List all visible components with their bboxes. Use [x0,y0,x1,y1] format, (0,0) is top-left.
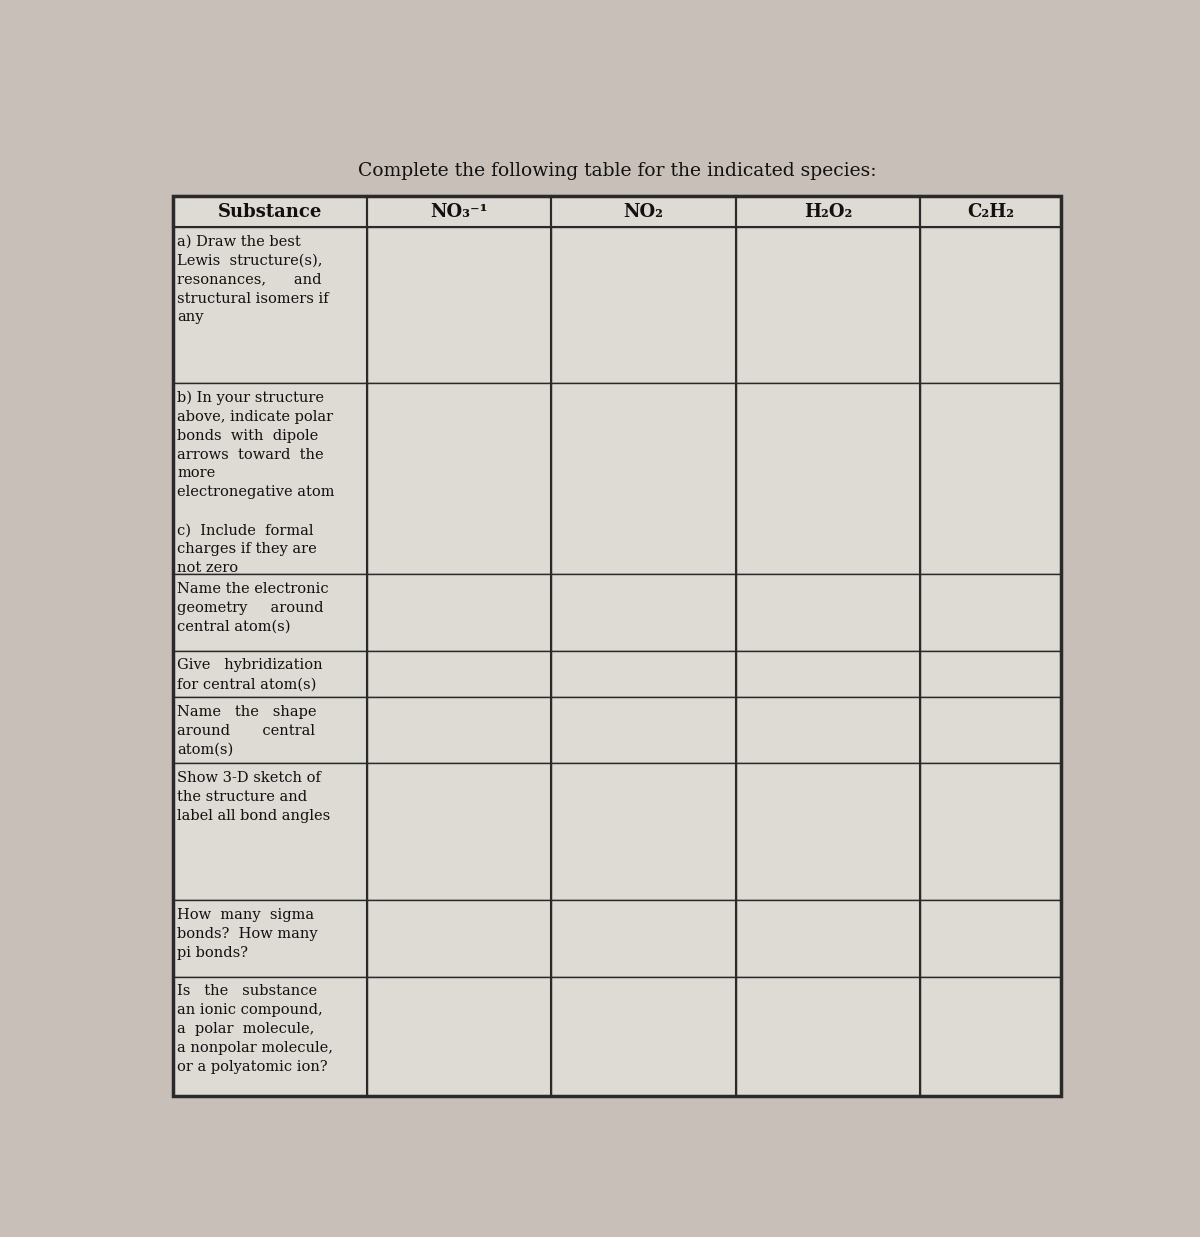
Bar [736,651,920,696]
Bar [367,574,551,651]
Bar [920,901,1061,977]
Bar [920,696,1061,763]
Bar [173,197,1061,226]
Text: Show 3-D sketch of
the structure and
label all bond angles: Show 3-D sketch of the structure and lab… [178,771,330,823]
Bar [736,696,920,763]
Bar [173,696,367,763]
Bar [551,696,736,763]
Bar [920,226,1061,382]
Bar [551,574,736,651]
Text: C₂H₂: C₂H₂ [967,203,1014,220]
Bar [551,901,736,977]
Bar [367,651,551,696]
Bar [367,382,551,574]
Bar [551,977,736,1096]
Bar [173,382,367,574]
Text: Name   the   shape
around       central
atom(s): Name the shape around central atom(s) [178,705,317,757]
Bar [551,382,736,574]
Bar [551,226,736,382]
Text: b) In your structure
above, indicate polar
bonds  with  dipole
arrows  toward  t: b) In your structure above, indicate pol… [178,391,335,575]
Text: Substance: Substance [217,203,322,220]
Bar [173,901,367,977]
Bar [920,977,1061,1096]
Text: H₂O₂: H₂O₂ [804,203,852,220]
Bar [173,977,367,1096]
Bar [736,977,920,1096]
Bar [736,763,920,901]
Bar [736,901,920,977]
Text: a) Draw the best
Lewis  structure(s),
resonances,      and
structural isomers if: a) Draw the best Lewis structure(s), res… [178,235,329,324]
Text: How  many  sigma
bonds?  How many
pi bonds?: How many sigma bonds? How many pi bonds? [178,908,318,960]
Text: Complete the following table for the indicated species:: Complete the following table for the ind… [358,162,876,181]
Bar [367,226,551,382]
Bar [173,763,367,901]
Bar [551,763,736,901]
Bar [173,651,367,696]
Bar [920,574,1061,651]
Bar [367,901,551,977]
Text: Name the electronic
geometry     around
central atom(s): Name the electronic geometry around cent… [178,581,329,633]
Bar [367,763,551,901]
Text: Give   hybridization
for central atom(s): Give hybridization for central atom(s) [178,658,323,691]
Bar [173,226,367,382]
Bar [736,574,920,651]
Text: NO₃⁻¹: NO₃⁻¹ [431,203,487,220]
Bar [920,382,1061,574]
Bar [367,696,551,763]
Text: Is   the   substance
an ionic compound,
a  polar  molecule,
a nonpolar molecule,: Is the substance an ionic compound, a po… [178,985,334,1074]
Bar [173,574,367,651]
Bar [551,651,736,696]
Text: NO₂: NO₂ [624,203,664,220]
Bar [920,763,1061,901]
Bar [736,382,920,574]
Bar [736,226,920,382]
Bar [367,977,551,1096]
Bar [920,651,1061,696]
